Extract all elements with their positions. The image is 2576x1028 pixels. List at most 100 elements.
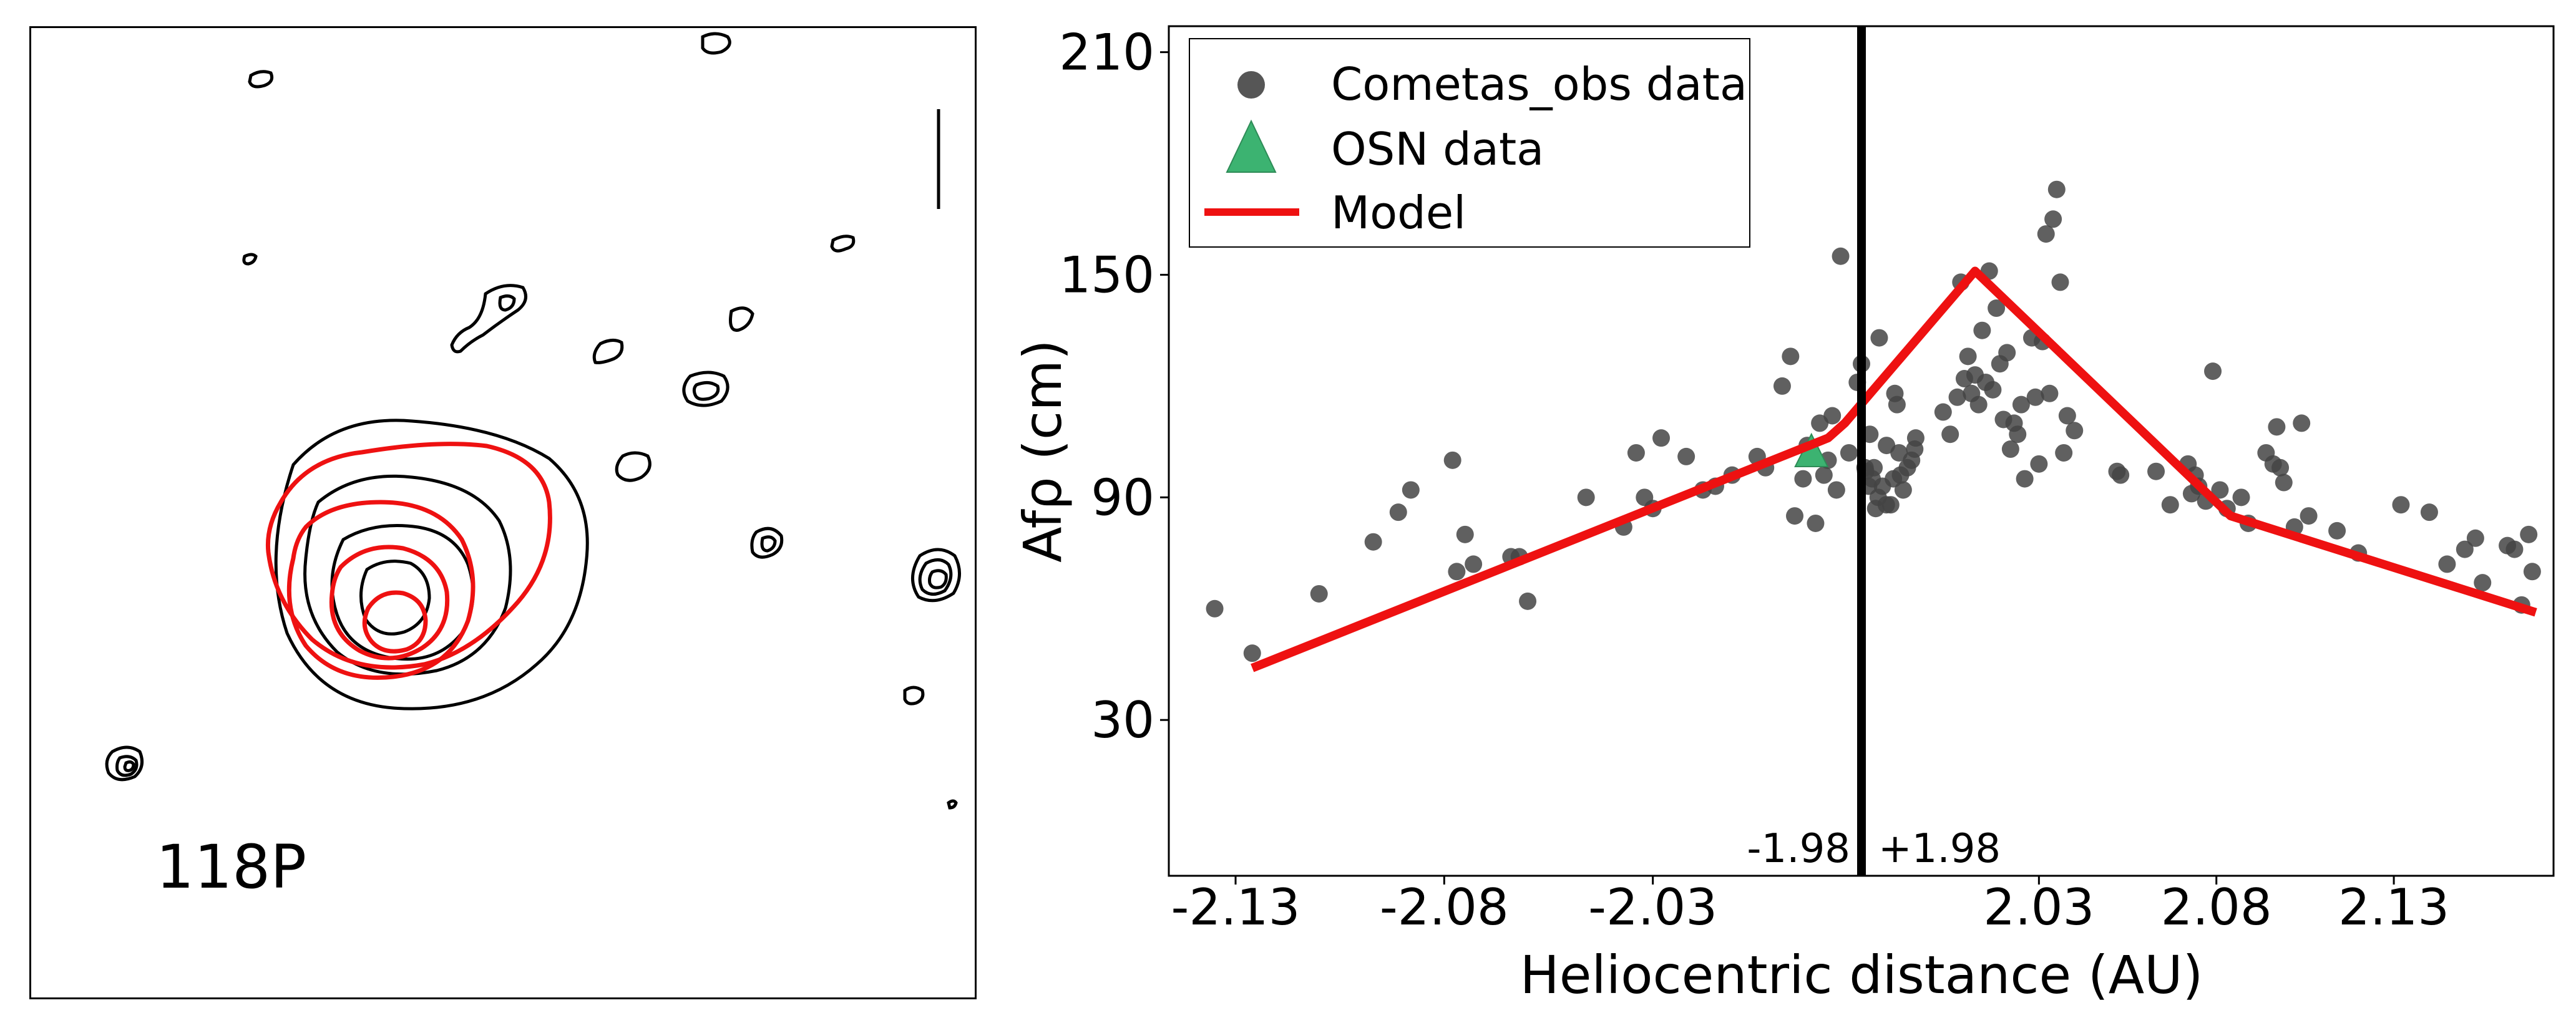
- obs-point: [2505, 540, 2524, 558]
- obs-point: [2044, 210, 2062, 228]
- post-perihelion-label: +1.98: [1878, 826, 2001, 872]
- obs-point: [2466, 529, 2484, 547]
- obs-point: [2026, 388, 2044, 406]
- obs-point: [2147, 462, 2165, 480]
- y-tick-label: 210: [1059, 24, 1154, 82]
- legend-osn-marker: [1226, 119, 1277, 173]
- obs-point: [2055, 444, 2073, 462]
- obs-point: [1969, 395, 1988, 414]
- obs-point: [2030, 455, 2048, 473]
- obs-point: [2232, 488, 2250, 507]
- obs-point: [2300, 507, 2318, 525]
- obs-point: [1364, 533, 1382, 551]
- obs-point: [2420, 503, 2438, 521]
- obs-point: [2047, 180, 2066, 198]
- legend-obs-marker: [1237, 71, 1265, 99]
- obs-point: [1465, 555, 1483, 573]
- obs-point: [1577, 488, 1595, 507]
- obs-point: [1877, 496, 1895, 514]
- obs-point: [1988, 299, 2006, 318]
- obs-point: [1998, 344, 2016, 362]
- obs-point: [2066, 422, 2084, 440]
- contour-plot: 118P: [105, 32, 962, 902]
- model-line-layer: [1251, 266, 2537, 672]
- obs-point: [1973, 321, 1991, 339]
- obs-point: [1827, 481, 1845, 499]
- obs-point: [1888, 395, 1906, 414]
- x-tick-label: -2.13: [1171, 878, 1300, 936]
- obs-point: [1389, 503, 1407, 521]
- obs-point: [1443, 451, 1461, 469]
- obs-point: [1948, 388, 1966, 406]
- obs-point: [1959, 347, 1977, 366]
- obs-point: [1815, 466, 1833, 484]
- comet-image-panel: 118P: [29, 26, 977, 999]
- y-tick-label: 150: [1059, 246, 1154, 304]
- y-tick-label: 30: [1091, 691, 1154, 749]
- obs-point: [1243, 644, 1261, 662]
- obs-point: [2523, 563, 2541, 581]
- obs-point: [1832, 247, 1850, 265]
- data-points: [1206, 180, 2541, 662]
- legend-model-label: Model: [1331, 187, 1466, 239]
- x-axis-ticks: -2.13-2.08-2.03Ph2.032.082.13: [1171, 876, 2449, 936]
- obs-point: [2328, 521, 2346, 540]
- obs-point: [1773, 377, 1791, 395]
- obs-point: [1627, 444, 1645, 462]
- obs-point: [2204, 362, 2222, 381]
- obs-point: [2051, 273, 2069, 291]
- x-axis-title: Heliocentric distance (AU): [1520, 944, 2203, 1006]
- y-tick-label: 90: [1091, 468, 1154, 526]
- obs-point: [2211, 481, 2229, 499]
- obs-point: [2271, 458, 2290, 477]
- x-tick-label: -2.03: [1588, 878, 1717, 936]
- obs-point: [1984, 381, 2002, 399]
- obs-point: [2016, 470, 2034, 488]
- obs-point: [1448, 563, 1466, 581]
- obs-point: [2456, 540, 2474, 558]
- obs-point: [1794, 470, 1812, 488]
- obs-point: [1206, 599, 1224, 618]
- obs-point: [2009, 425, 2027, 444]
- obs-point: [1402, 481, 1420, 499]
- obs-point: [2275, 473, 2293, 492]
- y-axis-title: Afρ (cm): [1012, 339, 1073, 563]
- obs-point: [2392, 496, 2410, 514]
- obs-point: [2112, 466, 2130, 484]
- y-axis-ticks: 30 90 150 210: [1059, 24, 1169, 749]
- obs-point: [2037, 225, 2055, 243]
- obs-point: [1870, 329, 1888, 347]
- obs-point: [1786, 507, 1804, 525]
- x-tick-label: 2.08: [2161, 878, 2272, 936]
- pre-perihelion-label: -1.98: [1747, 826, 1850, 872]
- obs-point: [1310, 584, 1328, 603]
- obs-point: [2474, 574, 2492, 592]
- obs-point: [1807, 514, 1825, 532]
- legend-osn-label: OSN data: [1331, 123, 1544, 175]
- obs-point: [2058, 407, 2076, 425]
- obs-point: [1519, 592, 1537, 610]
- obs-point: [1782, 347, 1800, 366]
- legend-obs-label: Cometas_obs data: [1331, 58, 1747, 110]
- obs-point: [2001, 440, 2019, 458]
- obs-point: [1906, 440, 1924, 458]
- obs-point: [2438, 555, 2456, 573]
- obs-point: [1456, 525, 1474, 543]
- obs-point: [1891, 466, 1910, 484]
- obs-point: [1677, 447, 1695, 465]
- x-tick-label: 2.03: [1983, 878, 2094, 936]
- obs-point: [2012, 395, 2030, 414]
- obs-point: [1840, 444, 1858, 462]
- legend: Cometas_obs data OSN data Model: [1189, 38, 1750, 248]
- comet-name-label: 118P: [156, 832, 306, 902]
- obs-point: [1863, 470, 1881, 488]
- obs-point: [2293, 414, 2311, 432]
- obs-point: [2268, 418, 2286, 436]
- obs-point: [1823, 407, 1842, 425]
- x-tick-label: 2.13: [2338, 878, 2449, 936]
- model-line: [1251, 266, 2537, 672]
- red-contours: [265, 442, 552, 680]
- obs-point: [1652, 429, 1671, 447]
- obs-point: [2520, 525, 2538, 543]
